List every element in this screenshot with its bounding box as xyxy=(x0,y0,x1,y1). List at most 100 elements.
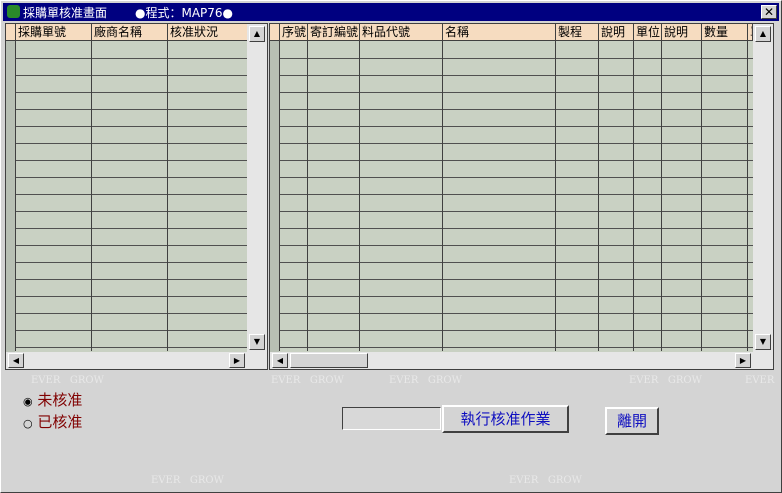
row-line xyxy=(6,92,247,93)
watermark: EVER GROW xyxy=(509,475,582,486)
close-button[interactable]: ✕ xyxy=(761,5,777,19)
column-header: 序號 xyxy=(280,24,308,41)
row-line xyxy=(6,245,247,246)
column-line xyxy=(633,41,634,351)
row-line xyxy=(6,330,247,331)
row-line xyxy=(270,194,753,195)
app-icon xyxy=(7,5,20,18)
column-line xyxy=(167,41,168,351)
row-line xyxy=(6,109,247,110)
horizontal-scrollbar xyxy=(6,352,267,369)
column-line xyxy=(555,41,556,351)
column-header: 核准狀況 xyxy=(168,24,248,41)
row-line xyxy=(270,211,753,212)
column-line xyxy=(359,41,360,351)
row-line xyxy=(270,296,753,297)
row-line xyxy=(6,262,247,263)
row-line xyxy=(270,143,753,144)
column-header: 說明 xyxy=(662,24,702,41)
column-header: 廠商名稱 xyxy=(92,24,168,41)
watermark: EVER GROW xyxy=(629,375,702,386)
scroll-right: ▶ xyxy=(735,353,751,368)
execute-button[interactable]: 執行核准作業 xyxy=(442,405,569,433)
row-line xyxy=(270,58,753,59)
row-header-corner xyxy=(6,24,16,41)
column-header: 製程 xyxy=(556,24,599,41)
row-selector xyxy=(270,41,279,352)
watermark: EVER GROW xyxy=(31,375,104,386)
column-line xyxy=(307,41,308,351)
row-line xyxy=(270,313,753,314)
row-line xyxy=(6,58,247,59)
column-header: 單 xyxy=(748,24,753,41)
row-line xyxy=(270,92,753,93)
row-line xyxy=(270,245,753,246)
scroll-thumb xyxy=(290,353,368,368)
row-line xyxy=(6,75,247,76)
scroll-left: ◀ xyxy=(8,353,24,368)
scroll-up: ▲ xyxy=(755,26,771,42)
row-line xyxy=(270,228,753,229)
program-label: ●程式：MAP76● xyxy=(135,6,234,20)
watermark: EVER GROW xyxy=(745,375,775,386)
horizontal-scrollbar xyxy=(270,352,773,369)
column-header: 採購單號 xyxy=(16,24,92,41)
radio-label: 已核准 xyxy=(37,413,83,431)
watermark: EVER GROW xyxy=(389,375,462,386)
column-header: 名稱 xyxy=(443,24,556,41)
row-line xyxy=(270,177,753,178)
watermark: EVER GROW xyxy=(271,375,344,386)
column-line xyxy=(701,41,702,351)
left-grid: 採購單號 廠商名稱 核准狀況 ▲ ▼ ◀ ▶ xyxy=(5,23,268,370)
row-line xyxy=(6,194,247,195)
row-line xyxy=(6,126,247,127)
row-selector xyxy=(6,41,15,352)
column-header: 料品代號 xyxy=(360,24,443,41)
column-line xyxy=(661,41,662,351)
row-line xyxy=(6,160,247,161)
column-line xyxy=(598,41,599,351)
row-line xyxy=(270,279,753,280)
row-line xyxy=(6,177,247,178)
vertical-scrollbar xyxy=(753,24,773,352)
row-line xyxy=(270,262,753,263)
column-line xyxy=(15,41,16,351)
column-header: 說明 xyxy=(599,24,634,41)
row-line xyxy=(6,143,247,144)
scroll-down: ▼ xyxy=(755,334,771,350)
watermark: EVER GROW xyxy=(151,475,224,486)
scroll-left: ◀ xyxy=(272,353,288,368)
leave-button[interactable]: 離開 xyxy=(605,407,659,435)
row-line xyxy=(270,330,753,331)
column-header: 寄訂編號 xyxy=(308,24,360,41)
vertical-scrollbar xyxy=(247,24,267,352)
radio-label: 未核准 xyxy=(37,391,83,409)
scroll-down: ▼ xyxy=(249,334,265,350)
row-line xyxy=(6,279,247,280)
row-line xyxy=(270,75,753,76)
radio-approved[interactable]: ○ 已核准 xyxy=(23,413,83,431)
row-line xyxy=(6,347,247,348)
row-line xyxy=(6,228,247,229)
column-line xyxy=(442,41,443,351)
scroll-up: ▲ xyxy=(249,26,265,42)
window-title: 採購單核准畫面 xyxy=(23,6,108,20)
text-input[interactable] xyxy=(342,407,441,430)
row-line xyxy=(270,109,753,110)
row-line xyxy=(6,313,247,314)
row-line xyxy=(6,211,247,212)
row-line xyxy=(270,347,753,348)
scroll-right: ▶ xyxy=(229,353,245,368)
row-line xyxy=(6,296,247,297)
right-grid: 序號寄訂編號料品代號名稱製程說明單位說明數量單▲▼◀▶ xyxy=(269,23,774,370)
column-header: 數量 xyxy=(702,24,748,41)
column-line xyxy=(91,41,92,351)
column-header: 單位 xyxy=(634,24,662,41)
row-header-corner xyxy=(270,24,280,41)
row-line xyxy=(270,126,753,127)
title-bar: 採購單核准畫面 ●程式：MAP76● ✕ xyxy=(3,3,779,21)
column-line xyxy=(279,41,280,351)
radio-unapproved[interactable]: ◉ 未核准 xyxy=(23,391,83,409)
row-line xyxy=(270,160,753,161)
